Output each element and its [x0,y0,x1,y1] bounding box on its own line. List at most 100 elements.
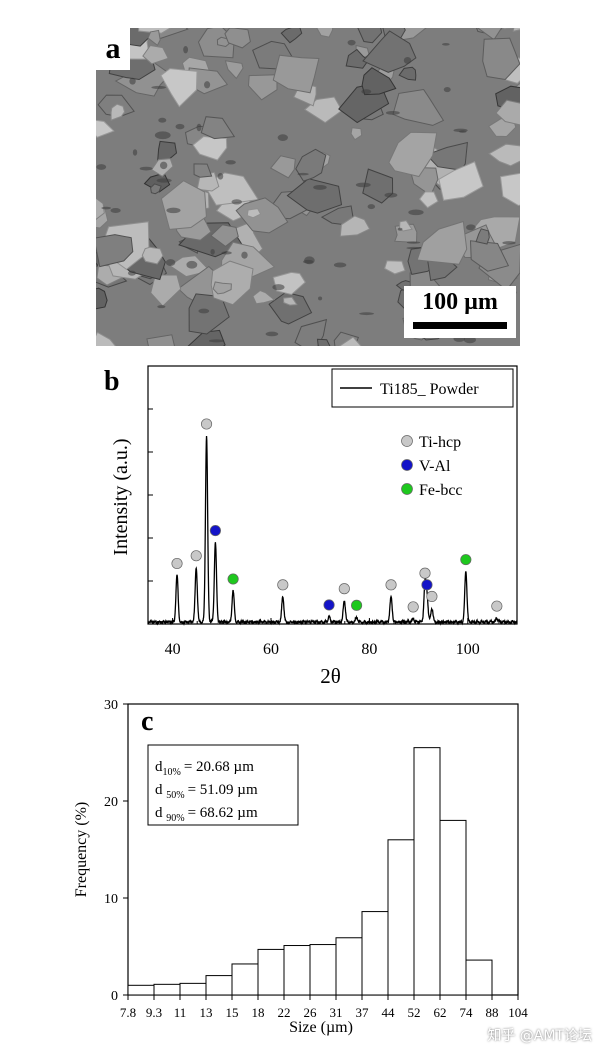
y-axis-label: Frequency (%) [73,802,90,898]
sem-shadow [277,134,288,142]
sem-particle [96,234,134,268]
sem-shadow [272,284,285,291]
scale-bar-label: 100 µm [422,289,498,315]
sem-shadow [217,172,224,180]
sem-shadow [96,164,107,170]
sem-particle [160,180,207,230]
sem-shadow [265,331,279,337]
sem-particle [499,172,520,207]
phase-marker-fe-bcc [227,573,239,585]
sem-particle [495,99,520,126]
sem-shadow [183,46,189,54]
sem-particle [512,28,520,32]
phase-marker-fe-bcc [460,554,472,566]
sem-particle [146,334,175,346]
sem-particle [235,197,289,234]
sem-shadow [132,149,138,156]
watermark: 知乎 @AMT论坛 [487,1028,592,1044]
phase-marker-v-al [209,525,221,537]
y-axis-label: Intensity (a.u.) [110,438,132,555]
sem-shadow [403,57,412,64]
x-tick-label: 31 [330,1005,343,1020]
sem-particle [418,191,439,209]
x-tick-label: 88 [486,1005,499,1020]
sem-shadow [241,251,248,259]
sem-shadow [158,117,167,123]
sem-shadow [151,85,167,89]
sem-shadow [110,208,121,213]
sem-particle [210,224,239,248]
sem-particle [339,215,371,237]
x-tick-label: 40 [165,641,181,658]
sem-particle [488,143,520,167]
sem-particle [141,246,164,265]
phase-marker-ti-hcp [407,601,419,613]
sem-shadow [165,259,176,267]
sem-particle [269,155,296,179]
stat-value: = 20.68 µm [184,759,254,775]
y-tick-label: 10 [104,892,118,907]
sem-shadow [297,172,309,176]
scale-bar-line [413,322,507,329]
histogram-bar [179,982,207,996]
sem-shadow [318,296,323,301]
phase-marker-v-al [421,579,433,591]
sem-particle [357,28,383,44]
sem-shadow [333,262,347,268]
x-tick-label: 13 [200,1005,213,1020]
histogram-bar [387,839,415,996]
phase-marker-ti-hcp [338,583,350,595]
stat-value: = 68.62 µm [188,805,258,821]
histogram-bar [335,937,363,996]
sem-shadow [384,192,398,198]
sem-shadow [139,166,153,171]
sem-shadow [442,43,450,46]
sem-particle [224,28,251,49]
histogram-bar [309,944,337,996]
sem-shadow [198,308,210,314]
histogram-bar [439,819,467,996]
sem-particle [224,60,244,80]
sem-shadow [196,123,202,132]
sem-shadow [355,182,371,188]
y-tick-label: 30 [104,698,118,713]
stat-subscript: 90% [166,813,184,824]
sem-shadow [156,178,172,183]
phase-marker-ti-hcp [190,550,202,562]
sem-shadow [303,259,314,264]
panel-letter-a: a [96,28,130,70]
x-tick-label: 9.3 [146,1005,162,1020]
sem-image [96,28,520,346]
sem-particle [392,88,445,126]
x-tick-label: 44 [382,1005,396,1020]
sem-shadow [443,86,451,93]
x-tick-label: 7.8 [120,1005,136,1020]
phase-legend-label: Ti-hcp [419,434,461,451]
sem-particle [212,281,232,295]
phase-marker-ti-hcp [277,579,289,591]
sem-shadow [406,246,422,250]
phase-marker-ti-hcp [385,579,397,591]
sem-particle [388,131,438,178]
phase-marker-ti-hcp [491,600,503,612]
x-tick-label: 74 [460,1005,474,1020]
sem-shadow [367,204,376,210]
sem-particle [475,228,490,245]
sem-shadow [466,224,476,231]
sem-particle [280,28,303,44]
sem-particle [469,240,510,272]
size-histogram-chart: 0 10 20 30 7.8 9.3 11 13 15 18 22 26 31 37 44 52 62 74 88 1… [73,698,528,1036]
sem-shadow [186,260,198,269]
sem-particle [110,103,126,121]
x-tick-label: 60 [263,641,279,658]
phase-legend-marker [401,483,413,495]
histogram-bar [283,945,311,996]
sem-shadow [463,336,476,344]
histogram-bar [257,948,285,996]
x-tick-label: 18 [252,1005,265,1020]
histogram-bar [127,984,155,996]
sem-shadow [459,130,467,133]
phase-marker-ti-hcp [171,557,183,570]
stat-line: d 50% = 51.09 µm [155,782,258,801]
sem-shadow [225,160,236,165]
